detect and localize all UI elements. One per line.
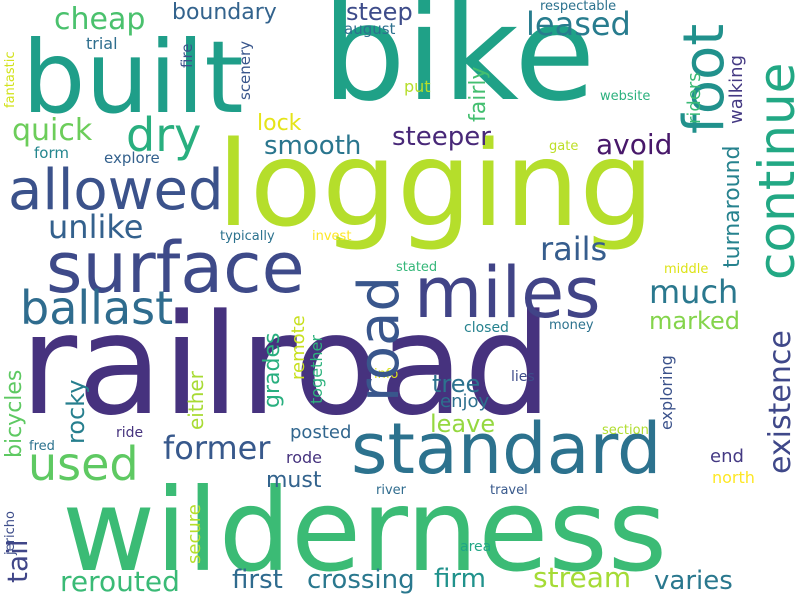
word-used: used xyxy=(28,437,139,491)
word-remote: remote xyxy=(288,315,309,380)
word-lies: lies xyxy=(511,369,535,385)
word-much: much xyxy=(649,273,739,311)
word-road: road xyxy=(347,276,412,402)
word-gate: gate xyxy=(549,139,579,154)
word-info: info xyxy=(374,367,399,382)
word-steeper: steeper xyxy=(392,122,491,152)
word-walking: walking xyxy=(726,54,747,124)
word-bike: bike xyxy=(322,0,596,131)
word-end: end xyxy=(710,446,744,467)
word-logging: logging xyxy=(217,115,655,253)
word-bicycles: bicycles xyxy=(2,369,27,458)
word-middle: middle xyxy=(664,262,709,277)
word-unlike: unlike xyxy=(48,208,144,246)
word-posted: posted xyxy=(290,422,352,443)
word-rerouted: rerouted xyxy=(60,565,180,598)
word-marked: marked xyxy=(649,307,740,335)
word-fire: fire xyxy=(178,43,196,68)
word-website: website xyxy=(600,89,651,104)
word-avoid: avoid xyxy=(596,128,673,161)
word-money: money xyxy=(549,318,594,333)
word-existence: existence xyxy=(763,330,798,474)
word-travel: travel xyxy=(490,483,528,498)
word-tree: tree xyxy=(432,370,481,398)
word-leave: leave xyxy=(430,410,496,438)
word-former: former xyxy=(163,429,271,467)
word-grades: grades xyxy=(260,332,285,408)
word-either: either xyxy=(184,371,208,430)
word-ride: ride xyxy=(116,425,144,441)
word-allowed: allowed xyxy=(8,158,224,223)
word-smooth: smooth xyxy=(264,131,362,161)
word-put: put xyxy=(404,77,431,96)
word-exploring: exploring xyxy=(657,355,676,430)
word-firm: firm xyxy=(434,564,486,594)
word-explore: explore xyxy=(104,149,160,167)
word-closed: closed xyxy=(464,320,509,336)
word-surface: surface xyxy=(46,227,305,309)
word-varies: varies xyxy=(654,566,733,596)
word-must: must xyxy=(266,468,322,493)
word-dry: dry xyxy=(126,108,202,162)
word-typically: typically xyxy=(220,229,275,244)
word-form: form xyxy=(34,144,69,162)
word-respectable: respectable xyxy=(540,0,617,14)
word-invest: invest xyxy=(312,229,352,244)
word-wilderness: wilderness xyxy=(62,464,668,597)
word-ballast: ballast xyxy=(20,281,174,335)
word-fantastic: fantastic xyxy=(3,51,18,108)
word-river: river xyxy=(376,483,406,498)
word-continue: continue xyxy=(748,62,800,280)
word-stream: stream xyxy=(533,561,632,594)
word-rode: rode xyxy=(286,448,323,467)
word-built: built xyxy=(22,19,244,136)
word-riders: riders xyxy=(684,72,705,124)
word-crossing: crossing xyxy=(307,565,415,595)
word-quick: quick xyxy=(12,113,93,148)
word-standard: standard xyxy=(351,408,662,490)
word-scenery: scenery xyxy=(236,40,254,100)
word-railroad: railroad xyxy=(20,284,553,446)
word-stated: stated xyxy=(396,260,438,275)
word-leased: leased xyxy=(526,5,631,43)
word-section: section xyxy=(602,423,649,438)
word-fred: fred xyxy=(29,439,55,454)
word-together: together xyxy=(307,335,326,404)
word-august: august xyxy=(344,20,396,38)
word-trial: trial xyxy=(86,34,118,53)
word-first: first xyxy=(232,565,283,595)
word-area: area xyxy=(460,539,492,555)
word-enjoy: enjoy xyxy=(440,391,490,412)
word-lock: lock xyxy=(257,111,302,136)
word-jericho: jericho xyxy=(3,511,18,555)
word-rails: rails xyxy=(540,230,608,268)
word-secure: secure xyxy=(184,504,205,564)
word-boundary: boundary xyxy=(172,0,277,25)
word-rocky: rocky xyxy=(62,379,90,444)
word-north: north xyxy=(712,468,755,487)
word-fairly: fairly xyxy=(466,66,491,122)
word-steep: steep xyxy=(346,0,413,26)
word-turnaround: turnaround xyxy=(720,145,745,268)
word-miles: miles xyxy=(414,252,601,334)
word-cheap: cheap xyxy=(54,2,146,37)
